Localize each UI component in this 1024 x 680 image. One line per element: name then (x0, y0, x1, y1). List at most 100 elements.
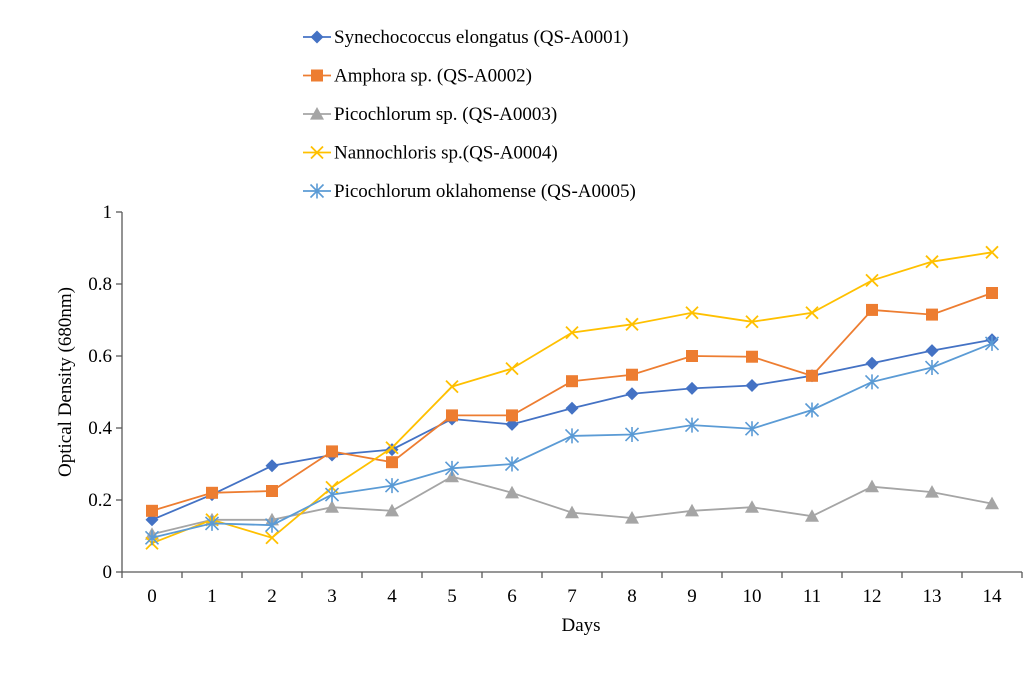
data-point (986, 287, 998, 299)
legend-label: Synechococcus elongatus (QS-A0001) (334, 27, 628, 48)
data-point (745, 315, 759, 329)
legend-label: Amphora sp. (QS-A0002) (334, 66, 532, 87)
legend-marker (309, 183, 325, 199)
x-ticks: 0 1 2 3 4 5 6 7 8 9 10 11 12 13 14 (121, 572, 1023, 607)
y-tick-label: 0.2 (88, 490, 112, 511)
series-2 (146, 287, 998, 517)
series-5 (144, 335, 1000, 546)
data-point (685, 381, 699, 395)
data-point (685, 306, 699, 320)
y-tick-label: 0.8 (88, 274, 112, 295)
data-point (625, 317, 639, 331)
data-point (865, 356, 879, 370)
data-point (925, 485, 939, 498)
x-tick-label: 7 (567, 586, 577, 607)
legend: Synechococcus elongatus (QS-A0001) Amphor… (303, 27, 636, 202)
data-point (624, 426, 640, 442)
data-point (684, 417, 700, 433)
y-ticks: 0 0.2 0.4 0.6 0.8 1 (88, 202, 122, 583)
data-point (866, 303, 878, 316)
legend-label: Picochlorum sp. (QS-A0003) (334, 104, 557, 125)
data-point (266, 485, 278, 497)
legend-marker (310, 145, 324, 160)
data-point (625, 511, 639, 524)
x-tick-label: 9 (687, 586, 697, 607)
data-point (985, 245, 999, 259)
data-point (444, 460, 460, 476)
data-point (324, 487, 340, 503)
series-layer (144, 245, 1000, 550)
data-point (804, 402, 820, 418)
x-tick-label: 8 (627, 586, 637, 607)
x-tick-label: 0 (147, 586, 157, 607)
data-point (745, 500, 759, 513)
data-point (924, 360, 940, 376)
data-point (265, 531, 279, 545)
data-point (686, 350, 698, 362)
data-point (384, 478, 400, 494)
data-point (805, 306, 819, 320)
data-point (146, 504, 158, 517)
x-tick-label: 12 (863, 586, 882, 607)
data-point (865, 479, 879, 493)
x-tick-label: 4 (387, 586, 397, 607)
x-tick-label: 11 (803, 586, 821, 607)
data-point (264, 517, 280, 533)
x-tick-label: 3 (327, 586, 337, 607)
series-line (151, 251, 993, 545)
data-point (385, 443, 399, 457)
legend-marker (310, 30, 324, 44)
data-point (505, 361, 519, 376)
legend-marker (311, 69, 323, 82)
data-point (806, 369, 818, 382)
y-axis-title: Optical Density (680nm) (55, 287, 76, 477)
data-point (325, 500, 339, 513)
data-point (805, 509, 819, 522)
data-point (506, 409, 518, 422)
data-point (385, 441, 399, 455)
data-point (745, 379, 759, 393)
data-point (565, 401, 579, 415)
data-point (385, 503, 399, 517)
data-point (204, 515, 220, 531)
data-point (564, 428, 580, 444)
x-axis-title: Days (561, 615, 600, 636)
legend-marker (310, 107, 324, 120)
data-point (265, 459, 279, 473)
data-point (326, 445, 338, 458)
y-tick-label: 1 (103, 202, 113, 223)
data-point (386, 456, 398, 469)
x-tick-label: 13 (923, 586, 942, 607)
data-point (865, 273, 879, 288)
legend-entry: Picochlorum sp. (QS-A0003) (303, 104, 557, 125)
data-point (864, 374, 880, 390)
data-point (985, 496, 999, 510)
data-point (505, 485, 519, 499)
legend-label: Picochlorum oklahomense (QS-A0005) (334, 181, 636, 202)
data-point (626, 368, 638, 381)
data-point (504, 456, 520, 472)
data-point (446, 409, 458, 422)
x-tick-label: 10 (743, 586, 762, 607)
data-point (746, 350, 758, 363)
legend-entry: Picochlorum oklahomense (QS-A0005) (303, 181, 636, 202)
x-tick-label: 14 (983, 586, 1003, 607)
series-3 (145, 469, 999, 540)
axes: 00.20.40.60.81 0 1 2 3 4 5 6 7 8 9 10 11 12 13 14 (88, 202, 1023, 607)
x-tick-label: 5 (447, 586, 457, 607)
data-point (445, 379, 459, 394)
data-point (625, 387, 639, 401)
data-point (565, 505, 579, 519)
data-point (925, 344, 939, 358)
data-point (926, 308, 938, 321)
series-4 (145, 245, 999, 550)
x-tick-label: 2 (267, 586, 277, 607)
data-point (925, 255, 939, 269)
y-tick-label: 0.4 (88, 418, 112, 439)
y-tick-label: 0.6 (88, 346, 112, 367)
legend-entry: Amphora sp. (QS-A0002) (303, 66, 532, 87)
data-point (566, 375, 578, 388)
data-point (565, 325, 579, 340)
data-point (984, 335, 1000, 351)
